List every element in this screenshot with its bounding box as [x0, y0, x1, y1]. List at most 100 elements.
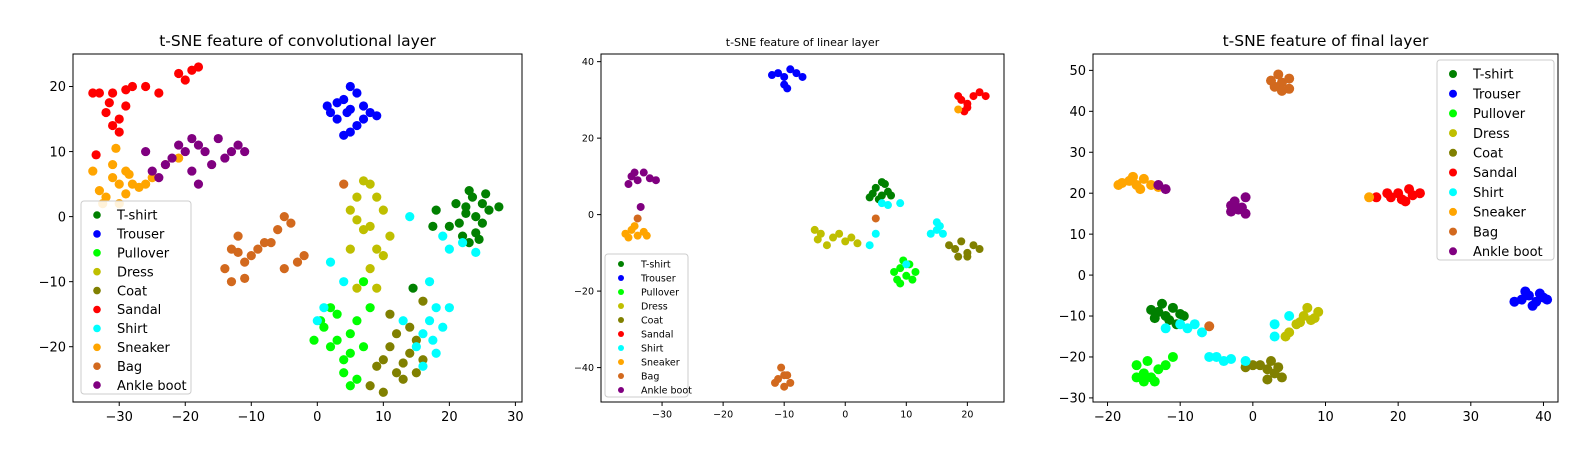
data-point: [226, 277, 237, 287]
data-point: [954, 105, 963, 114]
data-point: [141, 179, 151, 189]
data-point: [372, 192, 382, 202]
data-point: [266, 238, 276, 248]
y-tick-label: 10: [49, 145, 66, 160]
x-tick-label: 20: [441, 410, 458, 425]
data-point: [325, 303, 336, 313]
data-point: [877, 199, 886, 208]
data-point: [1153, 180, 1164, 191]
data-point: [1229, 196, 1240, 207]
data-point: [408, 283, 418, 293]
data-point: [464, 238, 474, 248]
legend-marker: [1449, 148, 1457, 157]
data-point: [1527, 300, 1538, 311]
y-tick-label: 40: [1069, 105, 1086, 120]
data-point: [319, 303, 329, 313]
y-tick-label: 0: [1078, 269, 1086, 284]
legend-label: Sneaker: [1473, 206, 1527, 221]
data-point: [471, 247, 481, 257]
y-tick-label: 50: [1069, 64, 1086, 79]
y-tick-label: −20: [39, 340, 66, 355]
data-point: [365, 303, 375, 313]
data-point: [624, 233, 633, 242]
data-point: [339, 355, 349, 365]
data-point: [438, 231, 448, 241]
data-point: [624, 180, 633, 189]
chart-panel-final: t-SNE feature of final layer −20 −10 0 10 20…: [1059, 32, 1559, 425]
y-tick-label: −10: [39, 275, 66, 290]
legend-marker: [618, 331, 624, 337]
data-point: [464, 185, 474, 196]
legend-label: Sandal: [117, 303, 161, 318]
data-point: [890, 267, 899, 276]
data-point: [438, 322, 448, 332]
y-tick-label: 0: [58, 210, 66, 225]
y-tick-label: 20: [49, 80, 66, 95]
x-tick-label: 40: [1535, 410, 1552, 425]
data-point: [332, 98, 342, 108]
y-tick-label: −30: [1059, 392, 1086, 407]
legend-marker: [93, 267, 101, 276]
legend-marker: [93, 305, 101, 314]
data-point: [1149, 376, 1160, 387]
data-point: [154, 172, 164, 183]
data-point: [981, 92, 990, 101]
legend-label: Dress: [1473, 127, 1510, 142]
legend-label: Bag: [117, 360, 142, 375]
data-point: [1138, 368, 1149, 379]
data-point: [932, 218, 941, 227]
data-point: [193, 62, 204, 72]
data-point: [1295, 317, 1306, 328]
data-point: [246, 251, 256, 261]
legend-marker: [618, 317, 624, 323]
legend-marker: [1449, 247, 1457, 256]
data-point: [207, 159, 217, 170]
data-point: [325, 257, 336, 267]
data-point: [391, 329, 402, 339]
data-point: [167, 153, 177, 163]
data-point: [339, 130, 349, 140]
data-point: [108, 88, 118, 98]
data-point: [1189, 319, 1200, 330]
data-point: [378, 355, 388, 365]
data-point: [651, 176, 660, 185]
legend-label: Sandal: [1473, 166, 1517, 181]
data-point: [428, 335, 438, 345]
data-point: [461, 202, 471, 212]
data-point: [969, 241, 978, 250]
data-point: [767, 71, 776, 80]
data-point: [454, 218, 464, 228]
data-point: [1127, 171, 1138, 182]
data-point: [642, 231, 651, 240]
data-point: [108, 120, 118, 131]
x-tick-label: 10: [900, 410, 912, 421]
data-point: [108, 159, 118, 170]
x-tick-label: −30: [106, 410, 133, 425]
data-point: [431, 348, 441, 358]
legend-label: Shirt: [1473, 186, 1504, 201]
legend-marker: [93, 249, 101, 257]
x-tick-label: −30: [652, 410, 672, 421]
data-point: [253, 244, 263, 254]
data-point: [957, 237, 966, 246]
legend-label: T-shirt: [116, 209, 158, 224]
data-point: [220, 264, 230, 274]
legend-marker: [1449, 168, 1457, 177]
data-point: [477, 218, 487, 228]
data-point: [1160, 360, 1171, 371]
legend-marker: [1449, 70, 1457, 78]
data-point: [883, 201, 892, 210]
data-point: [405, 348, 415, 358]
data-point: [1396, 194, 1407, 205]
x-tick-label: 30: [507, 410, 524, 425]
legend-label: Trouser: [116, 228, 165, 243]
data-point: [378, 205, 388, 215]
data-point: [1113, 180, 1124, 191]
data-point: [411, 342, 421, 352]
data-point: [853, 239, 862, 248]
x-tick-label: −20: [713, 410, 733, 421]
data-point: [1266, 356, 1277, 367]
data-point: [187, 133, 197, 144]
data-point: [780, 72, 789, 81]
data-point: [398, 374, 408, 384]
